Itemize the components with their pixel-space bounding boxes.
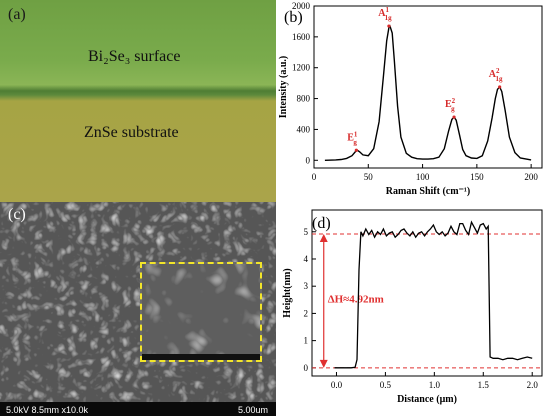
peak-label: E1 g: [347, 130, 358, 146]
plot-frame: [311, 209, 543, 377]
y-tick-label: 800: [297, 94, 311, 104]
panel-c-tag: (c): [8, 206, 26, 223]
x-tick-label: 0.5: [380, 380, 392, 390]
peak-label-superscript: 2: [452, 97, 456, 105]
peak-label: A1 1g: [378, 6, 392, 22]
x-tick-label: 0.0: [331, 380, 343, 390]
plot-frame: [313, 5, 543, 169]
peak-label-symbol: A: [489, 69, 497, 80]
x-tick-label: 100: [416, 172, 430, 182]
peak-label-symbol: E: [347, 132, 354, 143]
peak-label-superscript: 1: [354, 130, 358, 138]
y-tick-label: 4: [304, 254, 309, 264]
sem-inset-zoom: [140, 262, 262, 362]
panel-a-tag: (a): [8, 6, 26, 23]
arrow-head-down: [319, 359, 328, 368]
optical-micrograph-panel: (a) Bi₂Se₃ surface ZnSe substrate: [0, 0, 276, 202]
y-tick-label: 1600: [292, 32, 311, 42]
panel-d-tag: (d): [312, 215, 331, 232]
peak-marker: [452, 115, 456, 119]
height-annotation: ΔH≈4.92nm: [328, 294, 384, 306]
x-tick-label: 150: [470, 172, 484, 182]
raman-spectrum-line: [324, 24, 532, 161]
height-profile-chart: 0.0 0.5 1.0 1.5 2.0 0 1 2 3 4 5 Distance (μm) Height…: [282, 209, 543, 405]
x-tick-label: 0: [312, 172, 317, 182]
peak-label-symbol: A: [378, 8, 386, 19]
x-tick-label: 200: [524, 172, 538, 182]
x-tick-label: 50: [364, 172, 374, 182]
peak-label-subscript: 1g: [496, 75, 504, 83]
panel-b-tag: (b): [284, 9, 303, 26]
y-tick-label: 0: [306, 155, 311, 165]
sem-inset-scale-bar: [142, 354, 260, 360]
peak-marker: [354, 148, 358, 152]
peak-label: A2 1g: [489, 67, 503, 83]
sem-scale-label: 5.00um: [237, 405, 268, 415]
y-tick-label: 2000: [292, 1, 311, 11]
peak-label: E2 g: [445, 97, 456, 113]
peak-marker: [498, 85, 502, 89]
sem-parameters: 5.0kV 8.5mm x10.0k: [6, 405, 89, 415]
y-tick-label: 3: [304, 281, 309, 291]
peak-label-symbol: E: [445, 99, 452, 110]
y-tick-label: 1: [304, 336, 309, 346]
peak-label-superscript: 2: [496, 67, 500, 75]
y-tick-label: 1200: [292, 63, 311, 73]
y-tick-label: 5: [304, 227, 309, 237]
x-tick-label: 1.0: [429, 380, 441, 390]
y-tick-label: 2: [304, 308, 309, 318]
sem-inset-texture: [142, 264, 260, 360]
peak-label-subscript: 1g: [385, 14, 393, 22]
bi2se3-surface-label: Bi₂Se₃ surface: [88, 48, 181, 65]
arrow-head-up: [319, 233, 328, 242]
peak-label-subscript: g: [451, 105, 455, 113]
peak-label-subscript: g: [353, 138, 357, 146]
x-axis-label: Raman Shift (cm⁻¹): [386, 186, 470, 197]
y-tick-label: 0: [304, 363, 309, 373]
znse-substrate-label: ZnSe substrate: [84, 124, 179, 141]
y-tick-label: 400: [297, 124, 311, 134]
y-axis-label: Height(nm): [282, 268, 293, 317]
x-axis-label: Distance (μm): [397, 394, 457, 405]
x-tick-label: 1.5: [478, 380, 490, 390]
height-profile-line: [334, 220, 533, 369]
peak-label-superscript: 1: [385, 6, 389, 14]
sem-info-bar: 5.0kV 8.5mm x10.0k 5.00um: [0, 402, 276, 416]
x-tick-label: 2.0: [527, 380, 539, 390]
sem-image-panel: (c) 5.0kV 8.5mm x10.0k 5.00um: [0, 202, 276, 416]
y-axis-label: Intensity (a.u.): [278, 56, 289, 119]
peak-marker: [387, 24, 391, 28]
